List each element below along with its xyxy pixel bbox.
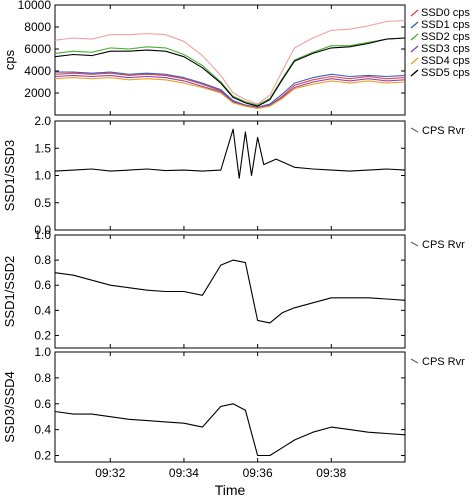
x-tick-label: 09:32 [95, 466, 125, 480]
y-tick-label: 0.8 [34, 253, 51, 267]
y-tick-label: 1.0 [34, 345, 51, 359]
legend-label: SSD0 cps [421, 7, 470, 19]
y-tick-label: 0.4 [34, 423, 51, 437]
y-tick-label: 0.5 [34, 196, 51, 210]
y-axis-label: cps [2, 49, 17, 70]
y-tick-label: 0.6 [34, 278, 51, 292]
y-tick-label: 2.0 [34, 114, 51, 128]
series-line-0 [54, 259, 406, 324]
x-tick-label: 09:34 [169, 466, 199, 480]
series-line-0 [54, 128, 406, 179]
series-line-0 [54, 403, 406, 457]
y-axis-label: SSD3/SSD4 [2, 371, 17, 443]
x-tick-label: 09:36 [243, 466, 273, 480]
legend-swatch [410, 33, 419, 41]
y-tick-label: 1.5 [34, 141, 51, 155]
legend-swatch [410, 358, 419, 364]
legend-swatch [410, 127, 419, 133]
series-line-6 [54, 19, 406, 105]
y-tick-label: 10000 [18, 0, 52, 12]
legend-swatch [410, 241, 419, 247]
legend-swatch [410, 57, 419, 65]
legend-label: SSD5 cps [421, 67, 470, 79]
y-tick-label: 6000 [24, 42, 51, 56]
y-tick-label: 0.0 [34, 223, 51, 237]
plot-frame [54, 351, 406, 463]
chart-panel-2: 0.2 0.4 0.6 0.8 1.0 SSD1/SSD2 CPS Rvr [2, 228, 465, 349]
chart-panel-1: 0.0 0.5 1.0 1.5 2.0 SSD1/SSD3 CPS Rvr [2, 114, 465, 237]
y-tick-label: 8000 [24, 20, 51, 34]
y-tick-label: 1.0 [34, 228, 51, 242]
plot-frame [54, 4, 406, 116]
x-axis-label: Time [215, 482, 246, 498]
y-tick-label: 0.2 [34, 449, 51, 463]
legend-label: SSD4 cps [421, 55, 470, 67]
legend-label: CPS Rvr [422, 125, 465, 137]
series-line-3 [54, 74, 406, 108]
series-line-4 [54, 77, 406, 109]
y-tick-label: 0.2 [34, 328, 51, 342]
legend-swatch [410, 9, 419, 17]
series-line-2 [54, 37, 406, 106]
y-axis-label: SSD1/SSD3 [2, 140, 17, 212]
series-line-5 [54, 37, 406, 107]
plot-frame [54, 120, 406, 231]
legend-label: CPS Rvr [422, 356, 465, 368]
legend-label: CPS Rvr [422, 239, 465, 251]
y-tick-label: 0.8 [34, 371, 51, 385]
plot-frame [54, 234, 406, 349]
legend-swatch [410, 69, 419, 77]
legend-swatch [410, 45, 419, 53]
y-tick-label: 4000 [24, 64, 51, 78]
legend-label: SSD3 cps [421, 43, 470, 55]
y-tick-label: 0.6 [34, 397, 51, 411]
chart-panel-3: 0.2 0.4 0.6 0.8 1.0 SSD3/SSD4 CPS Rvr 09:32 09:3… [2, 345, 465, 498]
y-tick-label: 0.4 [34, 303, 51, 317]
y-tick-label: 1.0 [34, 169, 51, 183]
x-tick-label: 09:38 [316, 466, 346, 480]
legend-swatch [410, 21, 419, 29]
y-axis-label: SSD1/SSD2 [2, 256, 17, 328]
y-tick-label: 2000 [24, 86, 51, 100]
legend-label: SSD1 cps [421, 19, 470, 31]
legend-label: SSD2 cps [421, 31, 470, 43]
